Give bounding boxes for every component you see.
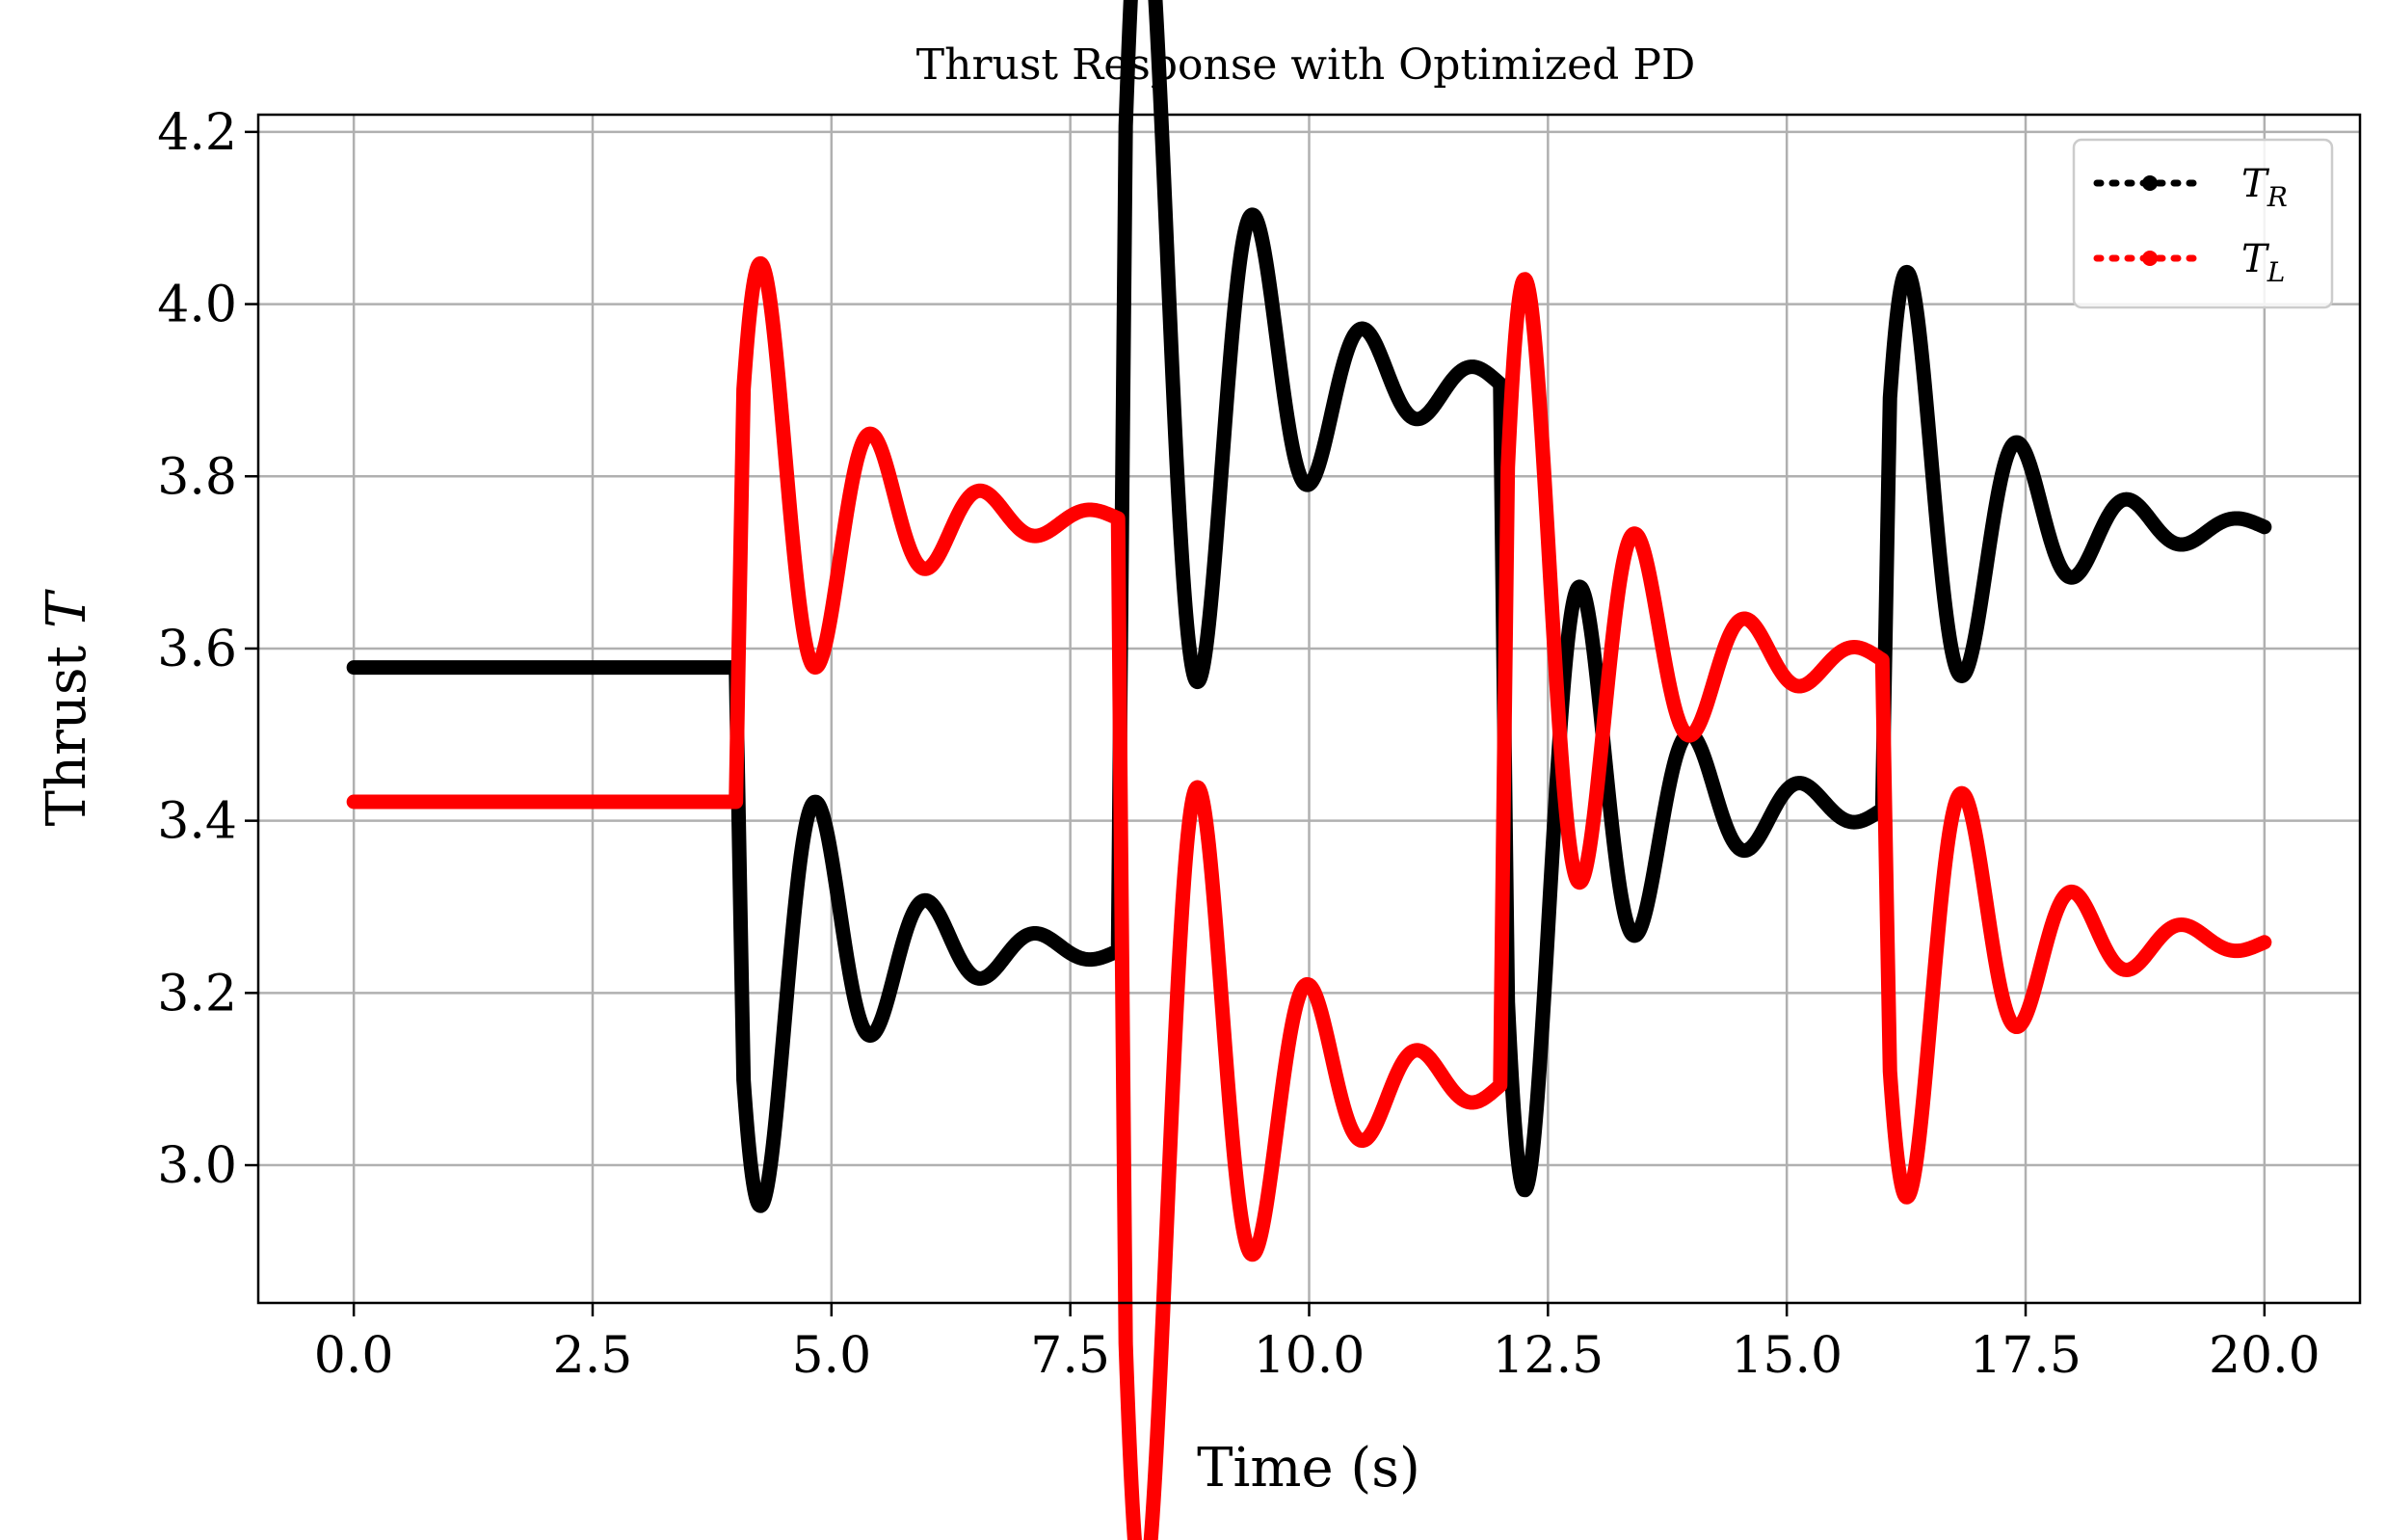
legend: TR TL bbox=[2072, 138, 2334, 309]
legend-marker-t-l bbox=[2142, 251, 2158, 266]
x-tick-label: 0.0 bbox=[314, 1327, 394, 1385]
x-tick-label: 2.5 bbox=[553, 1327, 633, 1385]
x-tick-label: 10.0 bbox=[1254, 1327, 1365, 1385]
x-tick-label: 17.5 bbox=[1970, 1327, 2081, 1385]
x-tick-label: 5.0 bbox=[791, 1327, 871, 1385]
legend-label-t-l: TL bbox=[2241, 237, 2285, 288]
x-tick-label: 20.0 bbox=[2209, 1327, 2320, 1385]
legend-label-t-l-main: T bbox=[2241, 237, 2270, 281]
y-tick-label: 4.2 bbox=[157, 104, 237, 162]
legend-label-t-r-sub: R bbox=[2267, 181, 2288, 213]
y-axis-label: Thrust T bbox=[36, 589, 98, 826]
legend-item-t-l: TL bbox=[2093, 237, 2285, 288]
y-tick-label: 3.0 bbox=[157, 1137, 237, 1195]
y-tick-label: 3.8 bbox=[157, 448, 237, 506]
x-tick-label: 7.5 bbox=[1030, 1327, 1110, 1385]
y-tick-label: 3.4 bbox=[157, 793, 237, 851]
series-layer bbox=[346, 0, 2272, 1540]
legend-item-t-r: TR bbox=[2093, 162, 2288, 213]
legend-marker-t-r bbox=[2142, 175, 2158, 191]
series-line-t-r bbox=[346, 0, 2272, 1213]
legend-label-t-r: TR bbox=[2241, 162, 2288, 213]
x-tick-label: 12.5 bbox=[1492, 1327, 1604, 1385]
tick-layer: 0.0 2.5 5.0 7.5 10.0 12.5 15.0 17.5 20.0 3.0 3.2 3.… bbox=[157, 104, 2320, 1385]
y-tick-label: 3.6 bbox=[157, 621, 237, 678]
y-axis-label-text: Thrust bbox=[36, 628, 98, 826]
chart-title: Thrust Response with Optimized PD bbox=[916, 40, 1695, 90]
y-tick-label: 3.2 bbox=[157, 965, 237, 1022]
y-tick-label: 4.0 bbox=[157, 277, 237, 334]
legend-box bbox=[2072, 138, 2334, 309]
legend-label-t-r-main: T bbox=[2241, 162, 2270, 206]
y-axis-label-symbol: T bbox=[36, 589, 98, 628]
x-tick-label: 15.0 bbox=[1731, 1327, 1843, 1385]
x-axis-label: Time (s) bbox=[1197, 1437, 1420, 1500]
series-line-t-l bbox=[346, 255, 2272, 1540]
legend-label-t-l-sub: L bbox=[2267, 256, 2286, 288]
